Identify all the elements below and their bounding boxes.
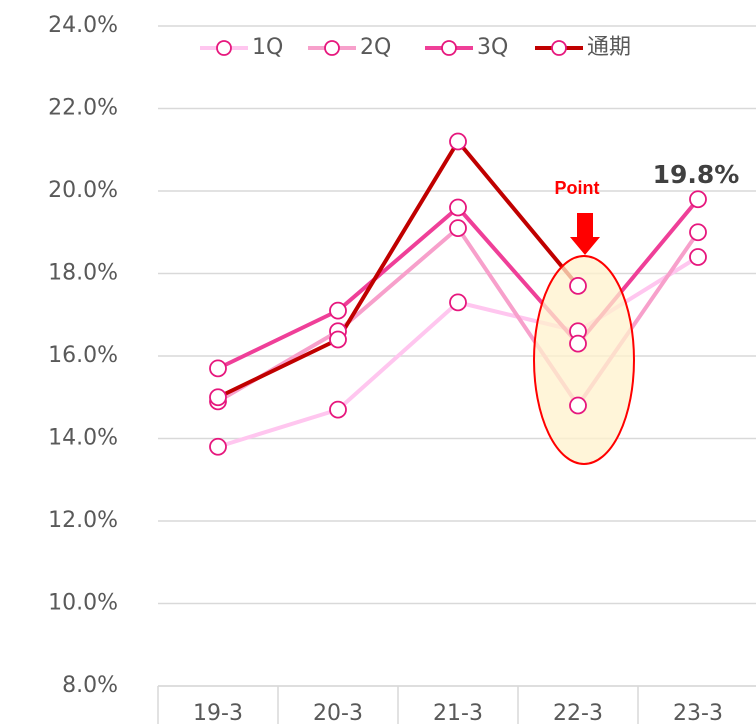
legend-marker (441, 40, 457, 56)
y-tick-label: 14.0% (48, 426, 118, 451)
x-tick-label: 20-3 (313, 701, 363, 724)
y-tick-label: 20.0% (48, 178, 118, 203)
highlight-arrow (570, 213, 600, 255)
y-tick-label: 16.0% (48, 343, 118, 368)
y-tick-label: 10.0% (48, 591, 118, 616)
marker (209, 359, 227, 378)
marker (329, 301, 347, 320)
marker (209, 437, 227, 456)
legend-label: 3Q (477, 35, 508, 60)
legend-marker (551, 40, 567, 56)
marker (449, 132, 467, 151)
y-tick-label: 8.0% (62, 673, 118, 698)
x-tick-label: 23-3 (673, 701, 723, 724)
marker (569, 334, 587, 353)
marker (329, 330, 347, 349)
marker (449, 293, 467, 312)
legend-label: 2Q (360, 35, 391, 60)
highlight-ellipse (533, 255, 635, 465)
marker (569, 276, 587, 295)
marker (329, 400, 347, 419)
y-tick-label: 22.0% (48, 96, 118, 121)
y-tick-label: 24.0% (48, 13, 118, 38)
legend-marker (324, 40, 340, 56)
legend-marker (216, 40, 232, 56)
marker (689, 223, 707, 242)
x-tick-label: 19-3 (193, 701, 243, 724)
legend-label: 1Q (252, 35, 283, 60)
marker (209, 388, 227, 407)
annotation: Point (555, 178, 600, 198)
marker (449, 198, 467, 217)
y-tick-label: 18.0% (48, 261, 118, 286)
marker (689, 248, 707, 266)
marker (689, 190, 707, 209)
legend-label: 通期 (587, 35, 631, 60)
marker (569, 396, 587, 415)
y-tick-label: 12.0% (48, 508, 118, 533)
x-tick-label: 21-3 (433, 701, 483, 724)
x-tick-label: 22-3 (553, 701, 603, 724)
series-line (217, 139, 580, 400)
annotation: 19.8% (653, 160, 740, 189)
marker (449, 219, 467, 238)
